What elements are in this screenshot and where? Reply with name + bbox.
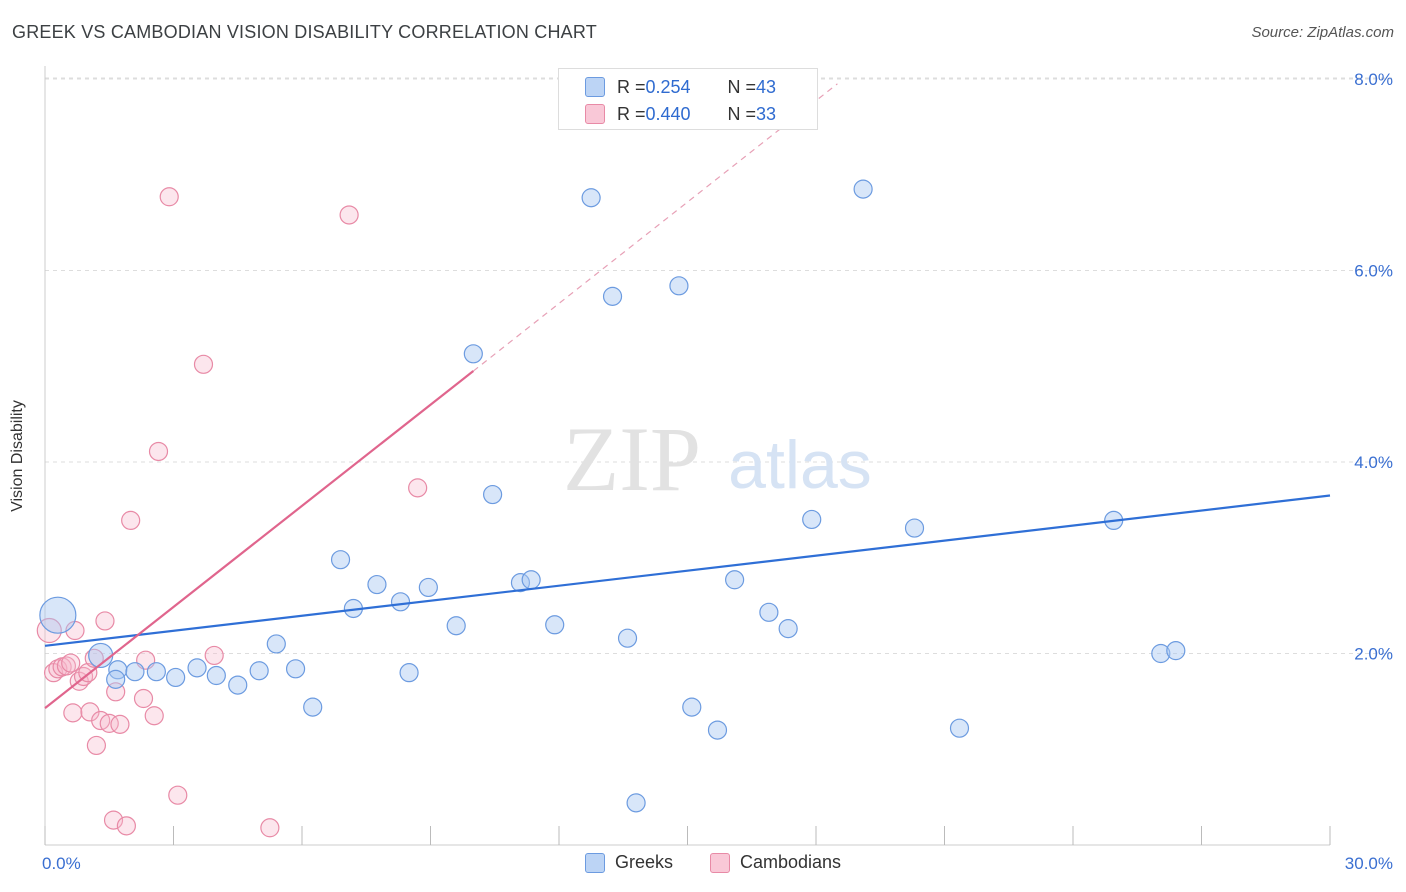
greeks-point	[446, 616, 466, 636]
greeks-point	[1151, 643, 1171, 664]
n-label: N =	[727, 76, 757, 97]
watermark: ZIP atlas	[563, 408, 872, 510]
legend-label-cambodians: Cambodians	[740, 852, 842, 872]
cambodians-point	[144, 706, 164, 726]
greeks-point	[725, 570, 745, 590]
cambodians-point	[204, 645, 224, 666]
greeks-point	[626, 793, 646, 813]
greeks-point	[206, 665, 226, 686]
greeks-point	[399, 663, 419, 683]
y-tick-label: 8.0%	[1354, 70, 1393, 89]
legend-item-cambodians[interactable]: Cambodians	[710, 852, 841, 873]
cambodians-point	[95, 611, 115, 631]
greeks-swatch	[585, 77, 605, 97]
greeks-point	[510, 573, 531, 593]
series-legend: Greeks Cambodians	[0, 852, 1406, 876]
y-tick-label: 2.0%	[1354, 645, 1393, 664]
greeks-point	[521, 570, 541, 590]
y-tick-label: 6.0%	[1354, 262, 1393, 281]
legend-label-greeks: Greeks	[615, 852, 674, 872]
watermark-zip: ZIP	[563, 408, 701, 510]
greeks-point	[682, 697, 702, 717]
cambodians-swatch	[585, 104, 605, 124]
greeks-points	[39, 179, 1186, 813]
cambodians-point	[86, 735, 107, 756]
r-value: 0.254	[645, 76, 691, 97]
greeks-point	[367, 574, 387, 595]
cambodians-point	[110, 714, 130, 734]
cambodians-point	[84, 648, 104, 668]
greeks-point	[759, 602, 779, 622]
greeks-point	[463, 344, 483, 364]
r-value: 0.440	[645, 103, 691, 124]
greeks-point	[483, 484, 503, 505]
cambodians-point	[63, 703, 83, 723]
greeks-point	[285, 659, 306, 679]
chart-title: GREEK VS CAMBODIAN VISION DISABILITY COR…	[12, 22, 597, 42]
greeks-point	[778, 619, 798, 639]
greeks-point	[106, 669, 126, 689]
cambodians-point	[193, 354, 214, 374]
r-label: R =	[617, 76, 646, 97]
cambodians-point	[339, 205, 359, 225]
greeks-point	[125, 662, 145, 682]
greeks-point	[249, 661, 269, 681]
greeks-point	[228, 675, 248, 695]
trend-lines	[44, 83, 1331, 709]
tick-labels: 2.0% 4.0% 6.0% 8.0% 0.0% 30.0%	[42, 70, 1393, 873]
greeks-point	[669, 276, 689, 296]
legend-item-greeks[interactable]: Greeks	[585, 852, 673, 873]
greeks-point	[1166, 641, 1186, 661]
y-tick-label: 4.0%	[1354, 453, 1393, 472]
cambodians-point	[260, 818, 280, 838]
x-tick-label: 0.0%	[42, 854, 81, 873]
greeks-point	[545, 615, 565, 635]
cambodians-point	[408, 478, 428, 498]
n-value: 33	[756, 103, 777, 124]
greeks-point	[949, 718, 970, 738]
cambodians-trend-line	[44, 370, 475, 709]
legend-row-greeks: R = 0.254 N = 43	[585, 75, 776, 99]
cambodians-point	[159, 187, 179, 207]
greeks-point	[266, 634, 286, 654]
cambodians-point	[99, 713, 119, 733]
watermark-atlas: atlas	[728, 427, 872, 503]
cambodians-point	[148, 441, 169, 462]
cambodians-point	[121, 510, 141, 531]
n-label: N =	[727, 103, 757, 124]
greeks-swatch	[585, 852, 605, 873]
greeks-point	[802, 509, 822, 530]
cambodians-point	[133, 688, 154, 709]
greeks-point	[390, 592, 411, 612]
greeks-point	[146, 662, 166, 682]
greeks-point	[303, 697, 323, 717]
cambodians-point	[116, 816, 136, 836]
greeks-point	[617, 628, 638, 648]
greeks-point	[330, 550, 351, 570]
correlation-legend: R = 0.254 N = 43 R = 0.440 N = 33	[558, 68, 818, 130]
cambodians-points	[36, 187, 428, 838]
greeks-point	[707, 720, 728, 740]
greeks-point	[418, 577, 438, 598]
cambodians-point	[168, 785, 188, 805]
greeks-point	[904, 518, 925, 538]
greeks-point	[166, 667, 186, 688]
source-credit: Source: ZipAtlas.com	[1251, 24, 1394, 41]
greeks-point	[39, 596, 77, 634]
cambodians-point	[61, 653, 81, 673]
axes	[44, 66, 1331, 846]
greeks-trend-line	[44, 494, 1331, 647]
cambodians-trend-extension	[472, 83, 838, 372]
greeks-point	[581, 188, 601, 208]
legend-row-cambodians: R = 0.440 N = 33	[585, 102, 776, 126]
greeks-point	[187, 658, 207, 678]
r-label: R =	[617, 103, 646, 124]
greeks-point	[853, 179, 873, 199]
greeks-point	[602, 286, 623, 306]
cambodians-swatch	[710, 852, 730, 873]
n-value: 43	[756, 76, 777, 97]
x-tick-label: 30.0%	[1345, 854, 1393, 873]
greeks-point	[108, 660, 128, 680]
